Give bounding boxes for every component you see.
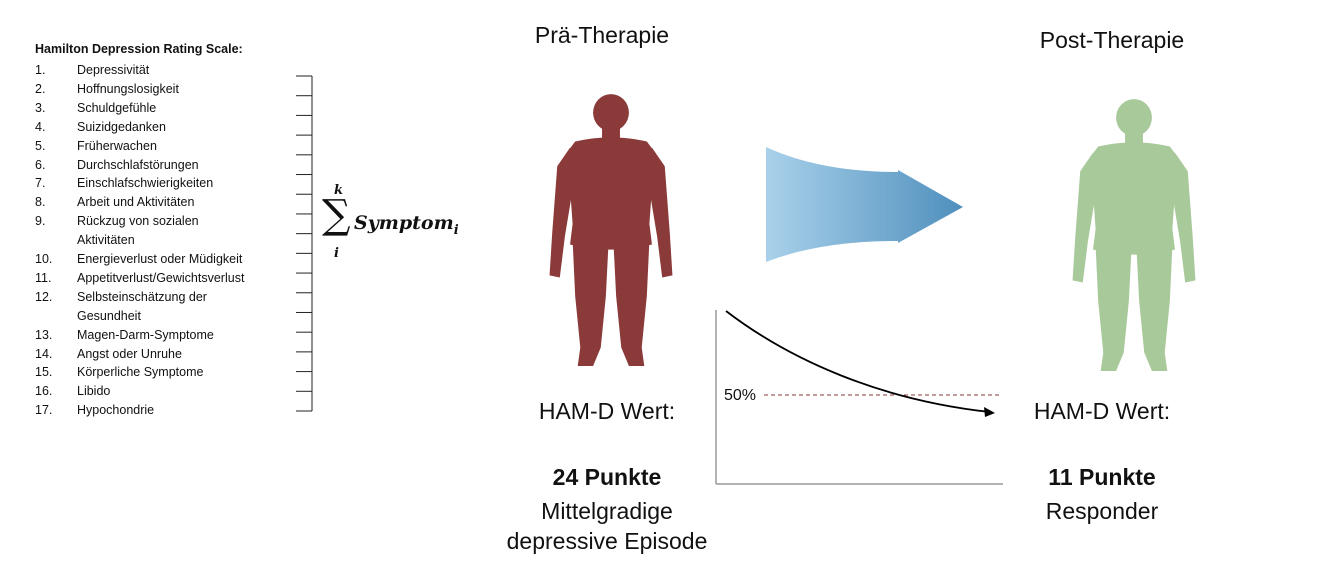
scale-item: 2. Hoffnungslosigkeit [35, 80, 179, 98]
scale-item: 14. Angst oder Unruhe [35, 345, 182, 363]
pre-ham-label: HAM-D Wert: [538, 398, 676, 424]
threshold-label: 50% [724, 387, 757, 404]
scale-title: Hamilton Depression Rating Scale: [35, 42, 243, 56]
scale-item-label: Rückzug von sozialen [77, 214, 199, 229]
scale-item: 13. Magen-Darm-Symptome [35, 326, 214, 344]
scale-item: 10. Energieverlust oder Müdigkeit [35, 250, 242, 268]
scale-item-number: 13. [35, 327, 53, 342]
scale-item-label: Depressivität [77, 63, 150, 77]
scale-item-number: 7. [35, 176, 46, 191]
sum-term-subscript: i [453, 222, 459, 238]
scale-item: 4. Suizidgedanken [35, 118, 166, 136]
pre-category-line2: depressive Episode [506, 528, 708, 554]
scale-item-number: 4. [35, 119, 46, 134]
scale-item-number: 3. [35, 100, 46, 115]
scale-item-label: Libido [77, 384, 111, 399]
post-ham-label: HAM-D Wert: [1033, 398, 1171, 424]
scale-item-label: Durchschlafstörungen [77, 157, 199, 172]
pre-therapy-figure [549, 94, 673, 367]
decline-curve [725, 310, 991, 413]
scale-item-label: Appetitverlust/Gewichtsverlust [77, 270, 245, 285]
scale-item-number: 14. [35, 346, 53, 361]
pre-points: 24 Punkte [552, 464, 662, 490]
decline-arrowhead [984, 407, 995, 417]
scale-item-number: 5. [35, 138, 46, 153]
sum-formula: k ∑ i Symptomi [322, 183, 472, 266]
sum-term: Symptomi [354, 212, 459, 238]
sum-lower-limit: i [334, 246, 339, 261]
scale-item: 9. Rückzug von sozialen [35, 212, 199, 230]
scale-item-label: Selbsteinschätzung der [77, 289, 207, 304]
scale-item-number: 2. [35, 81, 46, 96]
scale-item-number: 6. [35, 157, 46, 172]
scale-item-number: 11. [35, 270, 52, 285]
scale-item-number: 10. [35, 252, 53, 266]
scale-item: 3. Schuldgefühle [35, 99, 156, 117]
scale-item-number: 9. [35, 214, 46, 229]
scale-item-number: 17. [35, 403, 53, 418]
scale-item-number: 16. [35, 384, 53, 399]
sum-term-name: Symptom [354, 212, 454, 234]
scale-item-label: Suizidgedanken [77, 119, 166, 134]
scale-item: 12. Selbsteinschätzung der [35, 288, 207, 306]
scale-item-continuation: Gesundheit [77, 308, 141, 323]
pre-category-line1: Mittelgradige [541, 498, 673, 524]
scale-item-number: 12. [35, 289, 53, 304]
scale-item-number: 8. [35, 195, 46, 210]
scale-item-label: Körperliche Symptome [77, 365, 204, 380]
scale-item: 6. Durchschlafstörungen [35, 156, 199, 174]
scale-item-label: Magen-Darm-Symptome [77, 327, 214, 342]
therapy-arrow [766, 147, 963, 262]
scale-item-continuation: Aktivitäten [77, 233, 135, 248]
scale-item: 5. Früherwachen [35, 137, 157, 155]
scale-item: 11. Appetitverlust/Gewichtsverlust [35, 269, 244, 287]
scale-item: 17. Hypochondrie [35, 401, 154, 419]
scale-item-label: Hoffnungslosigkeit [77, 81, 179, 96]
scale-item-label: Einschlafschwierigkeiten [77, 176, 214, 191]
pre-category: Mittelgradige depressive Episode [477, 496, 737, 556]
post-therapy-heading: Post-Therapie [1039, 27, 1185, 53]
scale-item: 7. Einschlafschwierigkeiten [35, 174, 213, 192]
scale-item-number: 1. [35, 63, 46, 77]
scale-item-label: Angst oder Unruhe [77, 346, 182, 361]
scale-item-label: Energieverlust oder Müdigkeit [77, 252, 243, 266]
pre-therapy-heading: Prä-Therapie [534, 22, 670, 48]
bracket-lines [296, 75, 313, 412]
scale-item: 15. Körperliche Symptome [35, 363, 203, 381]
post-therapy-figure [1072, 99, 1196, 372]
scale-item: 1. Depressivität [35, 61, 149, 79]
scale-item: 16. Libido [35, 382, 110, 400]
scale-item: 8. Arbeit und Aktivitäten [35, 193, 194, 211]
sigma-symbol: ∑ [322, 192, 351, 238]
post-category: Responder [1045, 498, 1159, 524]
scale-item-label: Arbeit und Aktivitäten [77, 195, 195, 210]
scale-item-number: 15. [35, 365, 53, 380]
sum-upper-limit: k [334, 183, 344, 198]
scale-item-label: Früherwachen [77, 138, 157, 153]
scale-item-label: Hypochondrie [77, 403, 155, 418]
scale-item-label: Schuldgefühle [77, 100, 157, 115]
post-points: 11 Punkte [1048, 464, 1156, 490]
response-chart [715, 310, 1003, 485]
